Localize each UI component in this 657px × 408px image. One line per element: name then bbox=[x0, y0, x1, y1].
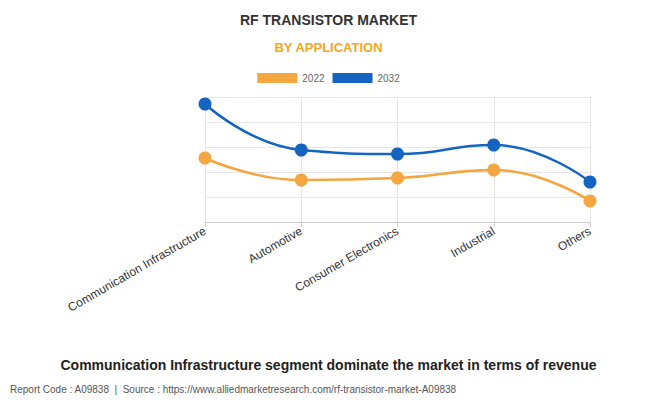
svg-text:2022: 2022 bbox=[302, 73, 325, 84]
svg-text:Others: Others bbox=[555, 224, 593, 254]
svg-text:2032: 2032 bbox=[378, 73, 401, 84]
svg-text:Report Code : A09838 | Sourc: Report Code : A09838 | Source : https://… bbox=[10, 384, 457, 395]
svg-text:RF TRANSISTOR MARKET: RF TRANSISTOR MARKET bbox=[240, 12, 418, 28]
svg-text:Industrial: Industrial bbox=[448, 224, 497, 260]
svg-text:Consumer Electronics: Consumer Electronics bbox=[292, 224, 401, 295]
svg-text:Communication Infrastructure: Communication Infrastructure bbox=[65, 224, 208, 315]
svg-text:Communication Infrastructure s: Communication Infrastructure segment dom… bbox=[60, 357, 596, 373]
svg-text:BY APPLICATION: BY APPLICATION bbox=[274, 40, 382, 55]
svg-text:Automotive: Automotive bbox=[246, 224, 305, 266]
